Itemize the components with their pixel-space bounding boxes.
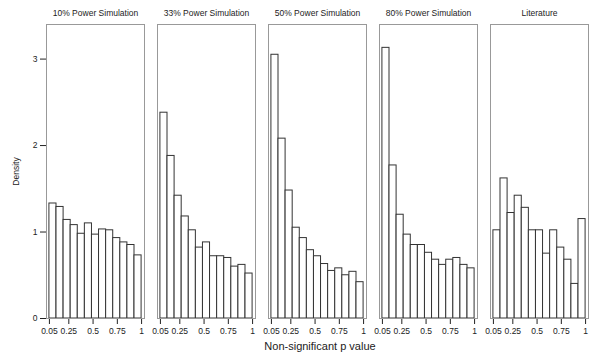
svg-text:0.5: 0.5 [531, 326, 543, 336]
svg-text:0.25: 0.25 [172, 326, 189, 336]
svg-text:0.25: 0.25 [61, 326, 78, 336]
svg-text:0.05: 0.05 [41, 326, 58, 336]
svg-text:10% Power Simulation: 10% Power Simulation [53, 8, 139, 18]
svg-text:Density: Density [11, 157, 21, 186]
svg-text:0.75: 0.75 [331, 326, 348, 336]
svg-text:50% Power Simulation: 50% Power Simulation [275, 8, 361, 18]
svg-text:0.25: 0.25 [394, 326, 411, 336]
svg-text:0.5: 0.5 [420, 326, 432, 336]
svg-text:0.75: 0.75 [109, 326, 126, 336]
svg-text:1: 1 [139, 326, 144, 336]
svg-text:3: 3 [33, 54, 38, 64]
svg-text:80% Power Simulation: 80% Power Simulation [386, 8, 472, 18]
svg-text:1: 1 [33, 227, 38, 237]
svg-text:1: 1 [361, 326, 366, 336]
html-text:Non-significant p value: Non-significant p value [264, 340, 376, 352]
svg-text:0: 0 [33, 313, 38, 323]
svg-text:0.75: 0.75 [553, 326, 570, 336]
svg-text:0.5: 0.5 [309, 326, 321, 336]
svg-text:0.05: 0.05 [485, 326, 502, 336]
svg-text:1: 1 [250, 326, 255, 336]
svg-text:2: 2 [33, 140, 38, 150]
svg-text:33% Power Simulation: 33% Power Simulation [164, 8, 250, 18]
svg-text:1: 1 [472, 326, 477, 336]
svg-text:0.75: 0.75 [220, 326, 237, 336]
svg-text:0.05: 0.05 [263, 326, 280, 336]
svg-text:0.25: 0.25 [505, 326, 522, 336]
svg-text:0.05: 0.05 [374, 326, 391, 336]
svg-text:1: 1 [583, 326, 588, 336]
svg-text:0.75: 0.75 [442, 326, 459, 336]
svg-text:0.05: 0.05 [152, 326, 169, 336]
svg-text:0.25: 0.25 [283, 326, 300, 336]
svg-text:Literature: Literature [522, 8, 558, 18]
svg-text:0.5: 0.5 [198, 326, 210, 336]
svg-text:0.5: 0.5 [87, 326, 99, 336]
